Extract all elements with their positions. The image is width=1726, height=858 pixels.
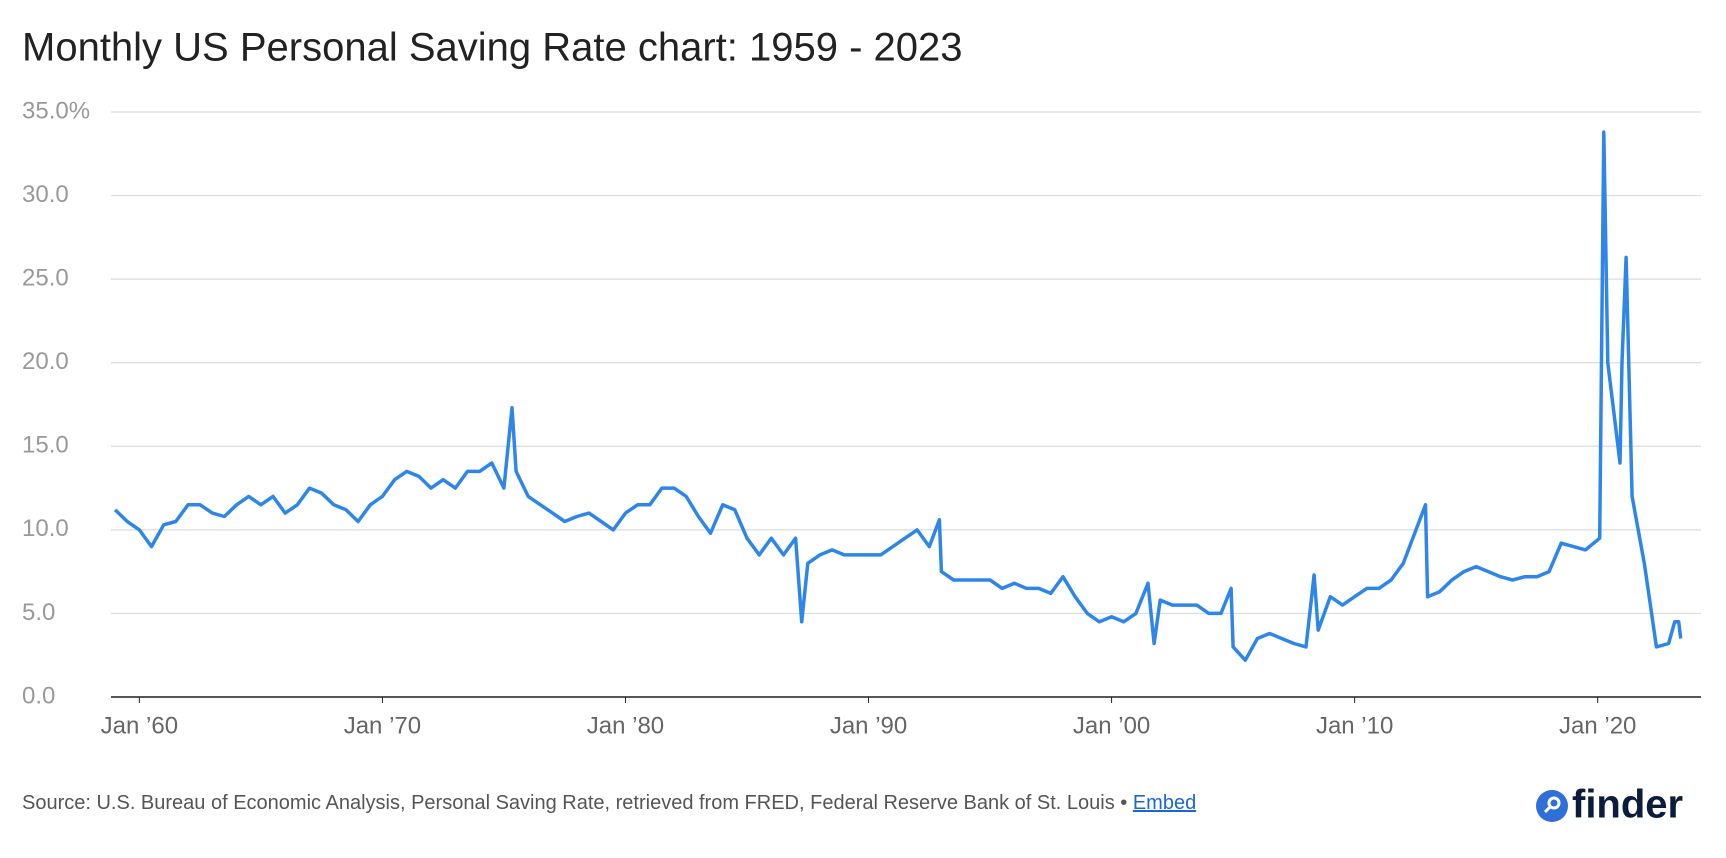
y-tick-label: 30.0 (22, 181, 69, 208)
data-line (113, 130, 1683, 662)
x-tick-label: Jan ’00 (1073, 712, 1150, 739)
y-tick-label: 10.0 (22, 515, 69, 542)
y-tick-label: 35.0% (22, 97, 90, 124)
x-tick-label: Jan ’10 (1316, 712, 1393, 739)
plot-area: 0.0 5.0 10.0 15.0 20.0 25.0 30.0 35.0% Jan ’60 Ja… (22, 97, 1701, 739)
embed-link[interactable]: Embed (1132, 792, 1197, 814)
y-tick-label: 25.0 (22, 264, 69, 291)
chart: Monthly US Personal Saving Rate chart: 1… (22, 26, 1701, 739)
footer: Source: U.S. Bureau of Economic Analysis… (22, 792, 1196, 815)
logo-icon (1536, 790, 1568, 822)
y-tick-label: 20.0 (22, 348, 69, 375)
logo: finder (1536, 783, 1683, 827)
y-tick-label: 0.0 (22, 682, 55, 709)
x-tick-label: Jan ’60 (101, 712, 178, 739)
logo-text: finder (1572, 783, 1683, 827)
source-note: Source: U.S. Bureau of Economic Analysis… (22, 792, 1133, 814)
logo-icon-lens (1547, 796, 1561, 810)
x-tick-label: Jan ’70 (344, 712, 421, 739)
x-tick-label: Jan ’80 (587, 712, 664, 739)
x-tick-label: Jan ’90 (830, 712, 907, 739)
chart-title: Monthly US Personal Saving Rate chart: 1… (22, 26, 963, 70)
y-tick-label: 5.0 (22, 599, 55, 626)
logo-icon-handle (1543, 805, 1552, 814)
x-tick-label: Jan ’20 (1559, 712, 1636, 739)
y-tick-label: 15.0 (22, 432, 69, 459)
